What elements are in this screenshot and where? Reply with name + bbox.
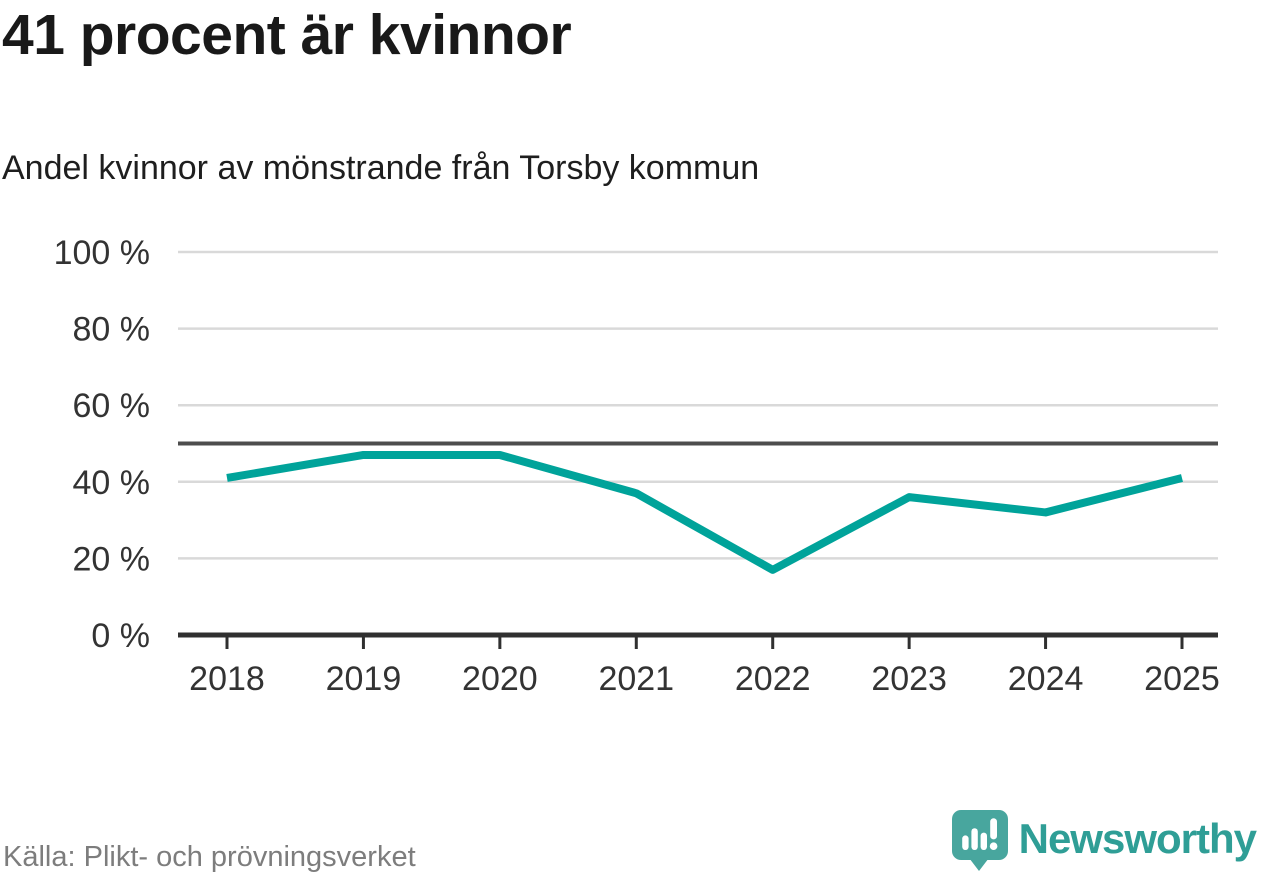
newsworthy-logo-icon xyxy=(951,810,1008,871)
line-chart-canvas: 0 % 20 % 40 % 60 % 80 % 100 % 2018 2019 2020 2021… xyxy=(54,234,1220,698)
x-tick-label: 2020 xyxy=(462,660,538,698)
x-tick-label: 2024 xyxy=(1008,660,1084,698)
line-chart: 0 % 20 % 40 % 60 % 80 % 100 % 2018 2019 2020 2021… xyxy=(0,230,1262,750)
page-title: 41 procent är kvinnor xyxy=(2,3,572,67)
newsworthy-wordmark: Newsworthy xyxy=(1018,815,1257,862)
y-tick-label: 100 % xyxy=(54,234,150,272)
y-tick-label: 60 % xyxy=(73,387,151,425)
x-tick-label: 2018 xyxy=(189,660,265,698)
y-tick-label: 0 % xyxy=(91,617,150,655)
y-tick-label: 20 % xyxy=(73,540,151,578)
data-series-line xyxy=(226,450,1183,574)
x-tick-label: 2025 xyxy=(1144,660,1220,698)
x-tick-label: 2022 xyxy=(735,660,811,698)
x-tick-label: 2021 xyxy=(598,660,674,698)
newsworthy-logo: Newsworthy xyxy=(951,809,1257,873)
y-tick-label: 80 % xyxy=(73,311,151,349)
x-tick-label: 2019 xyxy=(326,660,402,698)
x-tick-label: 2023 xyxy=(871,660,947,698)
y-tick-label: 40 % xyxy=(73,464,151,502)
source-text: Källa: Plikt- och prövningsverket xyxy=(3,841,416,873)
page-subtitle: Andel kvinnor av mönstrande från Torsby … xyxy=(2,149,760,187)
